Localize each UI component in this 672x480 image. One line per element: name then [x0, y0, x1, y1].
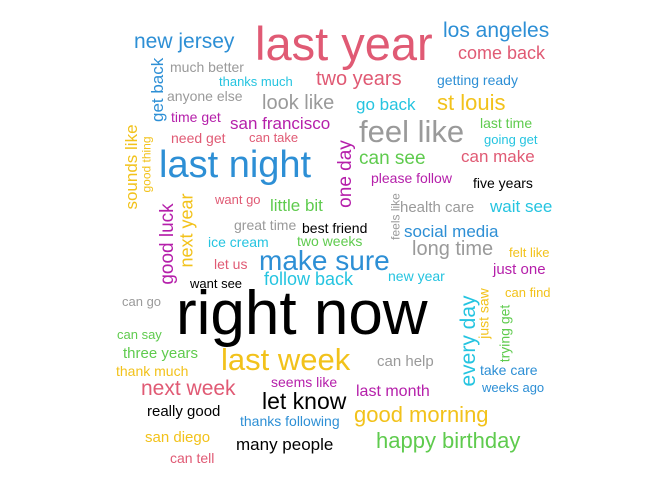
word-little-bit: little bit	[270, 196, 323, 215]
word-two-weeks: two weeks	[297, 233, 363, 249]
word-los-angeles: los angeles	[443, 19, 550, 42]
word-good-morning: good morning	[354, 402, 489, 427]
word-san-francisco: san francisco	[230, 114, 331, 133]
word-social-media: social media	[404, 222, 499, 241]
word-let-know: let know	[262, 388, 347, 414]
word-can-say: can say	[117, 327, 162, 342]
word-follow-back: follow back	[264, 269, 354, 289]
word-take-care: take care	[480, 362, 538, 378]
word-seems-like: seems like	[271, 374, 338, 390]
word-happy-birthday: happy birthday	[376, 428, 521, 453]
word-two-years: two years	[316, 68, 402, 90]
word-many-people: many people	[236, 435, 334, 454]
word-last-month: last month	[356, 383, 430, 400]
word-three-years: three years	[123, 345, 199, 362]
word-go-back: go back	[356, 95, 416, 114]
word-wait-see: wait see	[490, 197, 553, 216]
word-getting-ready: getting ready	[437, 72, 518, 88]
word-trying-get: trying get	[496, 304, 513, 363]
word-look-like: look like	[262, 92, 335, 114]
word-can-see: can see	[359, 148, 426, 169]
word-next-year: next year	[176, 193, 197, 268]
word-get-back: get back	[148, 57, 167, 122]
word-felt-like: felt like	[509, 245, 550, 260]
word-good-luck: good luck	[157, 203, 178, 285]
word-can-take: can take	[249, 130, 299, 145]
word-feel-like: feel like	[359, 114, 465, 149]
word-much-better: much better	[170, 59, 244, 75]
word-anyone-else: anyone else	[167, 88, 243, 104]
word-health-care: health care	[400, 199, 475, 216]
word-last-night: last night	[159, 144, 312, 186]
word-last-week: last week	[221, 342, 351, 377]
word-just-saw: just saw	[475, 288, 492, 339]
word-st-louis: st louis	[437, 90, 506, 115]
word-please-follow: please follow	[371, 170, 452, 186]
word-let-us: let us	[214, 256, 248, 272]
word-long-time: long time	[412, 238, 494, 260]
word-want-see: want see	[190, 276, 243, 291]
word-last-year: last year	[255, 17, 433, 70]
word-make-sure: make sure	[259, 245, 390, 276]
word-can-make: can make	[461, 147, 535, 166]
word-going-get: going get	[484, 132, 538, 147]
word-good-thing: good thing	[139, 136, 154, 193]
word-new-jersey: new jersey	[134, 30, 235, 53]
word-just-one: just one	[493, 261, 546, 278]
word-weeks-ago: weeks ago	[482, 380, 545, 395]
word-san-diego: san diego	[145, 429, 211, 446]
word-sounds-like: sounds like	[122, 124, 141, 210]
word-ice-cream: ice cream	[208, 234, 269, 250]
word-need-get: need get	[171, 130, 226, 146]
word-want-go: want go	[215, 192, 261, 207]
word-time-get: time get	[171, 109, 221, 125]
word-great-time: great time	[234, 217, 297, 233]
word-can-help: can help	[377, 353, 434, 370]
word-one-day: one day	[335, 140, 356, 208]
word-new-year: new year	[388, 268, 445, 284]
word-can-tell: can tell	[170, 450, 215, 466]
word-really-good: really good	[147, 403, 221, 420]
word-last-time: last time	[480, 115, 533, 131]
word-best-friend: best friend	[302, 220, 368, 236]
word-thanks-much: thanks much	[219, 74, 293, 89]
word-thanks-following: thanks following	[240, 413, 340, 429]
word-come-back: come back	[458, 43, 546, 63]
word-feels-like: feels like	[388, 193, 403, 240]
word-next-week: next week	[141, 377, 236, 400]
word-thank-much: thank much	[116, 363, 189, 379]
word-five-years: five years	[473, 175, 533, 191]
word-can-find: can find	[505, 285, 551, 300]
word-right-now: right now	[176, 279, 428, 348]
word-can-go: can go	[122, 294, 162, 309]
